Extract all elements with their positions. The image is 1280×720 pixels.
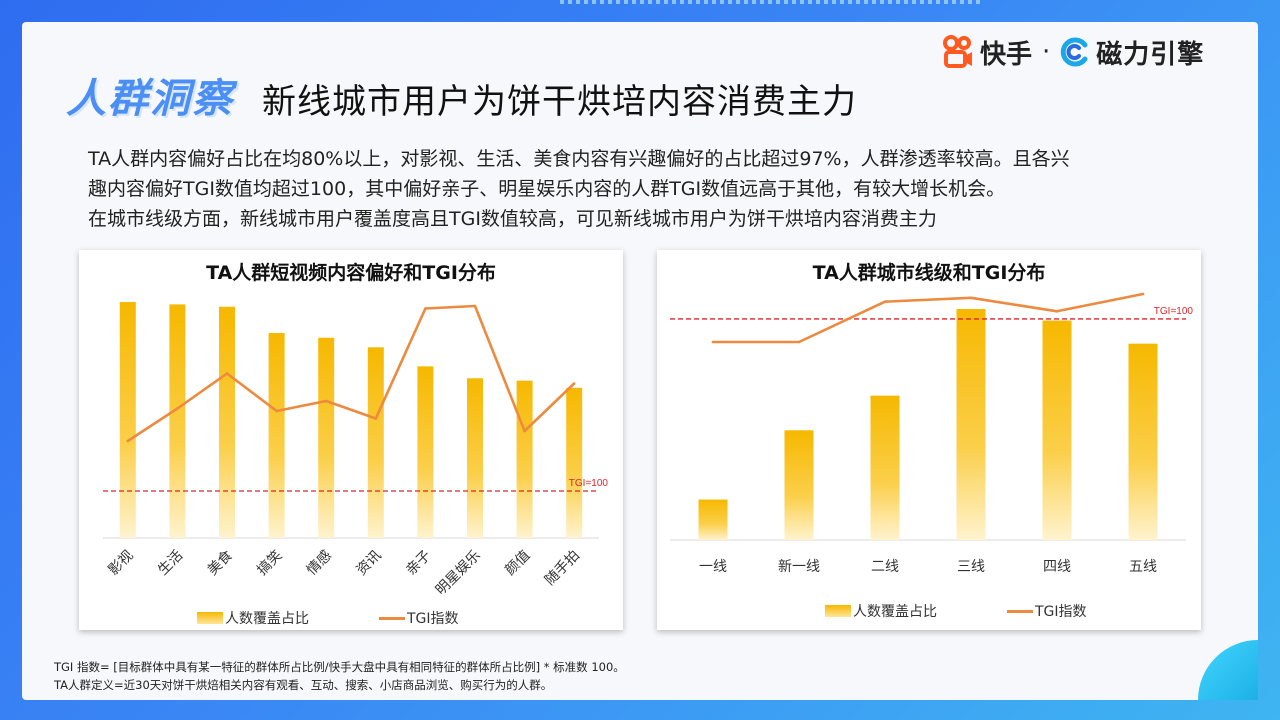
cili-engine-logo-text: 磁力引擎 — [1096, 39, 1205, 70]
legend-label: TGI指数 — [1035, 604, 1087, 620]
x-tick-label: 情感 — [303, 547, 335, 579]
x-tick-label: 新一线 — [778, 559, 820, 575]
x-tick-label: 二线 — [871, 559, 899, 575]
tgi-point — [473, 304, 477, 308]
legend-item-line: TGI指数 — [1007, 601, 1087, 621]
content-preference-chart-panel: TA人群短视频内容偏好和TGI分布 TGI=100 影视 生活 美食 搞笑 情感 资讯 亲子明… — [79, 250, 623, 630]
legend-label: 人数覆盖占比 — [853, 604, 937, 620]
tgi-point — [275, 409, 278, 413]
bar — [870, 395, 900, 540]
bar — [318, 337, 335, 538]
footnote-line: TGI 指数= [目标群体中具有某一特征的群体所占比例/快手大盘中具有相同特征的… — [54, 660, 625, 674]
tgi-point — [797, 340, 801, 344]
chart-title: TA人群城市线级和TGI分布 — [812, 262, 1046, 284]
x-tick-label: 搞笑 — [254, 548, 285, 579]
bar — [956, 309, 986, 540]
bar — [417, 366, 434, 538]
tgi-point — [324, 399, 328, 403]
x-tick-label: 明星娱乐 — [433, 548, 484, 599]
tgi-point — [711, 340, 715, 344]
legend-label: TGI指数 — [407, 611, 459, 627]
bar — [119, 302, 136, 538]
top-dotted-decoration — [560, 0, 980, 4]
tgi-point — [1055, 309, 1059, 313]
bar — [169, 304, 186, 538]
reference-line-label: TGI=100 — [569, 478, 609, 489]
x-tick-label: 颜值 — [502, 548, 533, 579]
x-tick-label: 生活 — [155, 548, 186, 579]
legend-item-bar: 人数覆盖占比 — [197, 608, 309, 628]
tgi-point — [969, 296, 973, 300]
brand-logo: 快手 · 磁力引擎 — [942, 34, 1204, 70]
x-tick-label: 五线 — [1129, 559, 1157, 575]
kuaishou-logo-text: 快手 — [980, 39, 1033, 70]
bar — [367, 347, 384, 538]
bar — [467, 378, 483, 538]
tgi-point — [883, 300, 887, 303]
x-tick-label: 四线 — [1043, 559, 1071, 575]
legend-bar-swatch — [197, 612, 223, 624]
bar — [219, 306, 235, 538]
x-tick-label: 亲子 — [403, 548, 434, 579]
chart-legend: 人数覆盖占比 TGI指数 — [825, 601, 1087, 621]
footnote-line: TA人群定义=近30天对饼干烘焙相关内容有观看、互动、搜索、小店商品浏览、购买行… — [54, 678, 553, 692]
corner-decoration — [1198, 640, 1258, 700]
tgi-point — [424, 307, 427, 310]
city-tier-chart: TGI=100 一线 新一线 二线 三线 四线 五线 — [670, 292, 1194, 575]
bar — [516, 380, 533, 538]
cili-engine-logo-icon — [1060, 37, 1090, 67]
legend-item-bar: 人数覆盖占比 — [825, 601, 937, 621]
x-tick-label: 影视 — [106, 548, 137, 579]
chart-title: TA人群短视频内容偏好和TGI分布 — [206, 262, 496, 284]
bar — [698, 499, 728, 540]
x-tick-label: 美食 — [204, 547, 236, 579]
description: TA人群内容偏好占比在均80%以上，对影视、生活、美食内容有兴趣偏好的占比超过9… — [88, 144, 1198, 234]
legend-line-swatch — [1007, 609, 1033, 613]
x-tick-label: 一线 — [699, 559, 727, 575]
tgi-point — [176, 407, 179, 410]
kuaishou-logo-icon — [942, 35, 974, 69]
legend-bar-swatch — [825, 605, 851, 617]
legend-item-line: TGI指数 — [379, 608, 459, 628]
x-tick-label: 随手拍 — [542, 548, 583, 589]
tgi-point — [126, 439, 130, 443]
bar — [1042, 320, 1072, 540]
legend-label: 人数覆盖占比 — [225, 611, 309, 627]
x-tick-label: 资讯 — [354, 548, 385, 579]
bar — [268, 332, 285, 538]
footnote: TGI 指数= [目标群体中具有某一特征的群体所占比例/快手大盘中具有相同特征的… — [54, 658, 625, 694]
logo-separator: · — [1042, 37, 1051, 67]
chart-legend: 人数覆盖占比 TGI指数 — [197, 608, 459, 628]
tgi-point — [523, 429, 526, 433]
description-line: 在城市线级方面，新线城市用户覆盖度高且TGI数值较高，可见新线城市用户为饼干烘培… — [88, 208, 937, 230]
legend-line-swatch — [379, 616, 405, 620]
x-tick-label: 三线 — [957, 559, 985, 575]
page-title: 新线城市用户为饼干烘培内容消费主力 — [262, 82, 857, 122]
city-tier-chart-panel: TA人群城市线级和TGI分布 TGI=100 一线 新一线 二线 三线 四线 五线 人数覆盖… — [657, 250, 1201, 630]
tgi-line — [713, 292, 1144, 344]
tgi-point — [572, 382, 576, 385]
tgi-point — [374, 417, 378, 420]
tgi-point — [1141, 292, 1145, 296]
tgi-point — [225, 372, 229, 375]
tgi-line — [127, 304, 576, 443]
section-keyword: 人群洞察 — [66, 76, 234, 122]
bar — [1128, 343, 1158, 540]
reference-line-label: TGI=100 — [1154, 306, 1194, 317]
description-line: 趣内容偏好TGI数值均超过100，其中偏好亲子、明星娱乐内容的人群TGI数值远高… — [88, 178, 1006, 200]
bar — [784, 430, 814, 540]
bar — [566, 387, 583, 538]
description-line: TA人群内容偏好占比在均80%以上，对影视、生活、美食内容有兴趣偏好的占比超过9… — [88, 148, 1070, 170]
